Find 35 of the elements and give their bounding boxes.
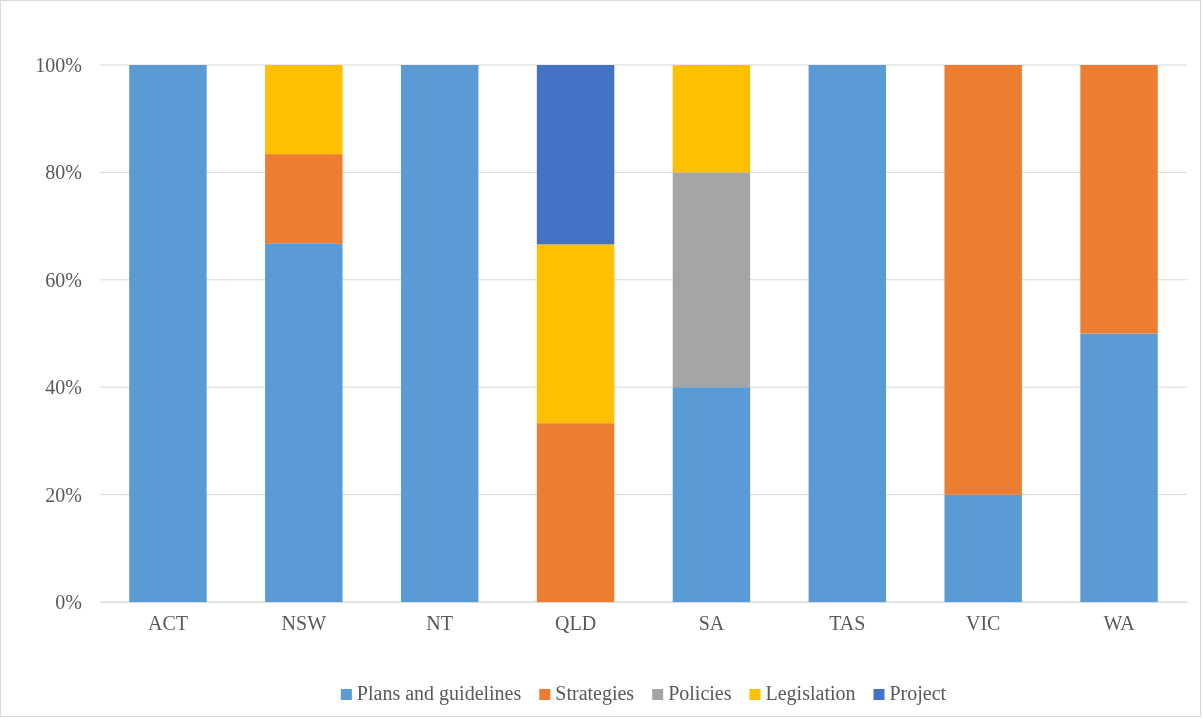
bar (536, 423, 615, 602)
bar (672, 172, 751, 388)
legend-label: Plans and guidelines (356, 682, 522, 705)
y-tick-label: 40% (45, 376, 82, 399)
y-tick-label: 0% (55, 590, 82, 613)
y-tick-label: 80% (45, 161, 82, 184)
legend-label: Policies (668, 682, 732, 704)
x-tick-label: VIC (965, 612, 1001, 635)
bar (808, 65, 887, 602)
x-tick-label: ACT (147, 612, 188, 635)
bar (1080, 65, 1158, 334)
bar (265, 65, 343, 155)
legend-label: Legislation (765, 682, 856, 705)
bar (672, 65, 751, 173)
x-tick-label: WA (1103, 612, 1136, 635)
x-tick-label: SA (698, 612, 725, 635)
bar (129, 65, 207, 602)
bar (1080, 333, 1158, 602)
y-tick-label: 60% (45, 268, 82, 291)
bar (536, 244, 615, 424)
x-tick-label: NSW (281, 612, 327, 635)
legend-label: Strategies (555, 682, 635, 705)
y-tick-label: 100% (35, 53, 82, 76)
bar (944, 65, 1022, 495)
bar (944, 494, 1022, 602)
x-tick-label: NT (426, 612, 454, 635)
bar (265, 243, 343, 602)
y-tick-label: 20% (45, 483, 82, 506)
legend-label: Project (889, 682, 947, 705)
bar (400, 65, 479, 602)
bar (536, 65, 615, 245)
bar (672, 387, 751, 602)
x-tick-label: TAS (829, 612, 866, 635)
bar (265, 154, 343, 244)
x-tick-label: QLD (555, 612, 597, 635)
